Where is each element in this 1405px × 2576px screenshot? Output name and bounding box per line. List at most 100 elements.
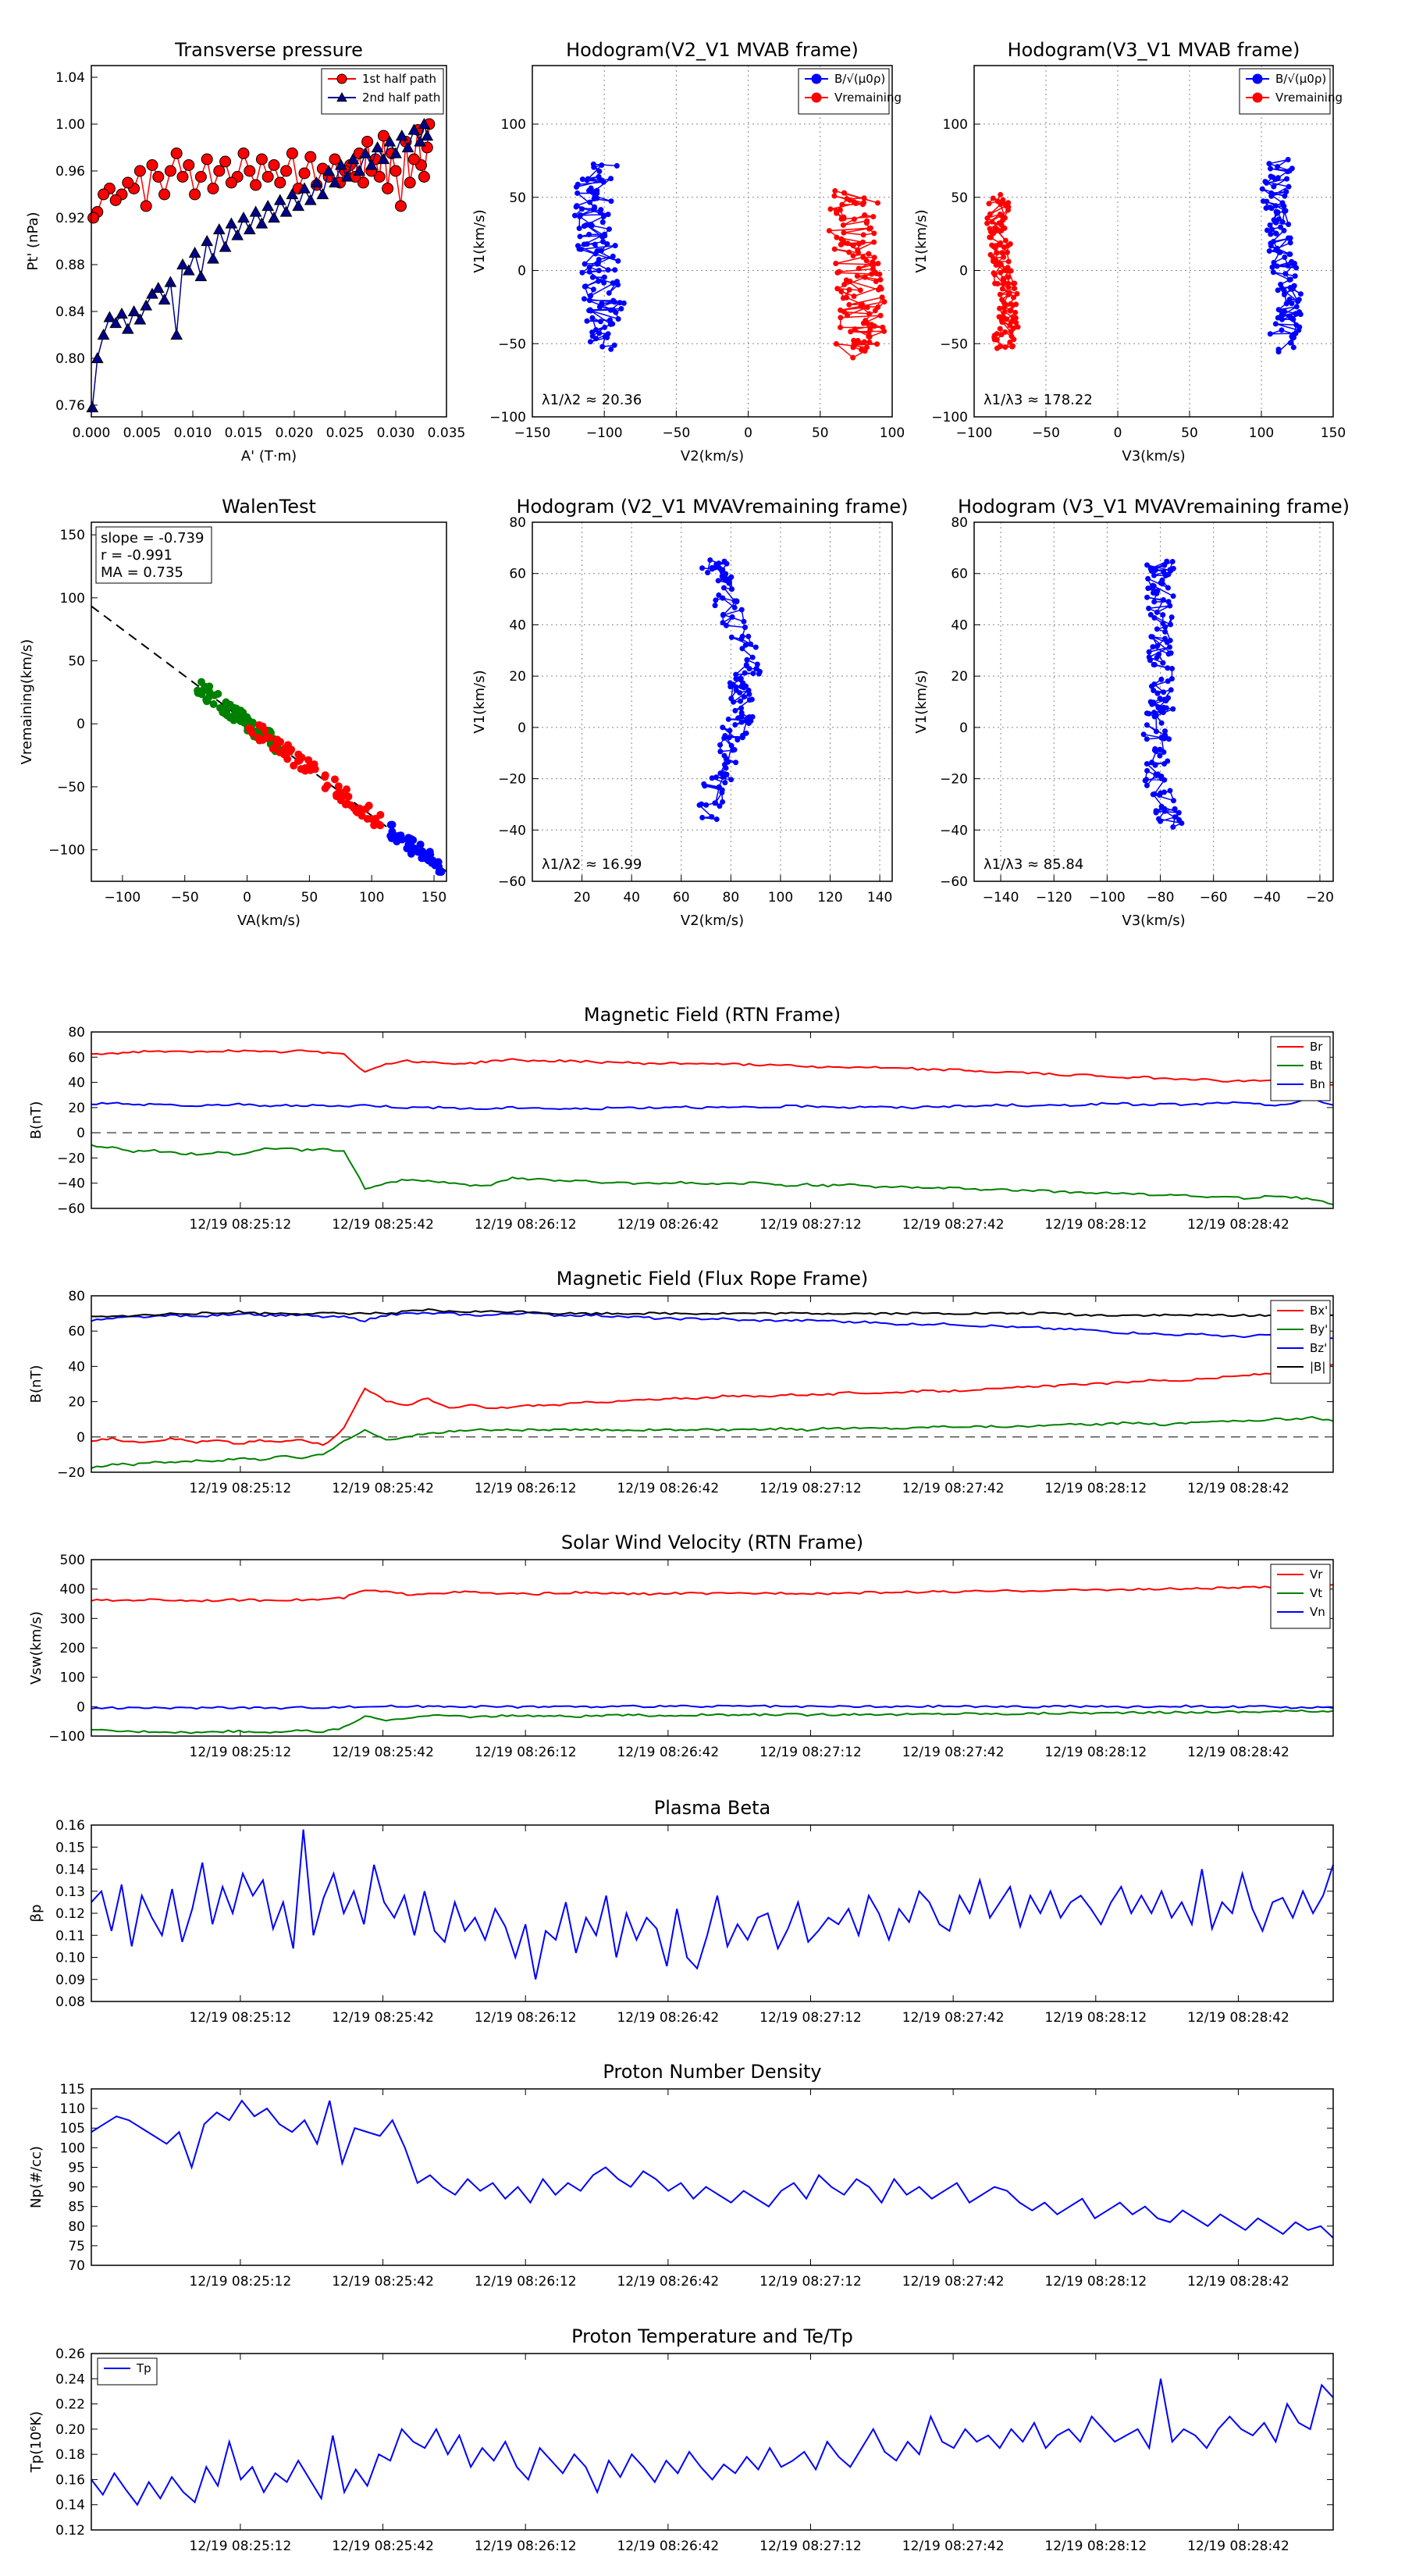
data-point bbox=[1147, 566, 1154, 572]
data-point bbox=[576, 226, 582, 232]
data-point bbox=[854, 273, 860, 279]
y-tick-label: 0.10 bbox=[55, 1951, 85, 1966]
y-tick-label: 0.11 bbox=[55, 1928, 85, 1944]
legend-box bbox=[97, 2357, 158, 2386]
data-point bbox=[1286, 221, 1292, 227]
data-point bbox=[373, 171, 386, 183]
y-tick-label: 105 bbox=[60, 2121, 85, 2137]
data-point bbox=[1161, 562, 1168, 568]
data-point bbox=[1010, 343, 1016, 349]
data-point bbox=[742, 670, 748, 676]
data-point bbox=[1161, 696, 1167, 703]
plot-frame bbox=[91, 1824, 1334, 2002]
legend-label: Vremaining bbox=[1275, 91, 1343, 105]
y-tick-label: 0 bbox=[76, 1430, 85, 1446]
chart-title: Hodogram(V2_V1 MVAB frame) bbox=[566, 39, 859, 61]
data-point bbox=[231, 229, 244, 240]
data-point bbox=[109, 316, 123, 329]
data-point bbox=[1287, 340, 1293, 346]
data-point bbox=[1275, 349, 1282, 355]
data-point bbox=[611, 342, 617, 348]
x-tick-label: 12/19 08:27:12 bbox=[759, 2274, 862, 2290]
y-tick-label: 110 bbox=[60, 2101, 85, 2117]
data-point bbox=[859, 347, 865, 353]
data-point bbox=[1005, 280, 1012, 286]
data-point bbox=[176, 171, 189, 183]
x-tick-label: 0.025 bbox=[326, 425, 365, 441]
data-point bbox=[836, 269, 842, 275]
data-point bbox=[201, 234, 214, 247]
y-tick-label: 20 bbox=[68, 1101, 85, 1116]
legend-label: Vr bbox=[1310, 1567, 1323, 1582]
data-point bbox=[151, 281, 165, 294]
data-point bbox=[702, 783, 708, 789]
x-tick-label: −80 bbox=[1147, 890, 1175, 906]
data-point bbox=[994, 260, 1000, 266]
data-point bbox=[170, 328, 183, 340]
data-point bbox=[219, 155, 232, 168]
data-point bbox=[1283, 189, 1289, 195]
data-point bbox=[1014, 290, 1020, 297]
ratio-annotation: λ1/λ3 ≈ 178.22 bbox=[984, 392, 1093, 408]
data-point bbox=[304, 194, 317, 205]
data-point bbox=[716, 785, 722, 791]
ratio-annotation: λ1/λ3 ≈ 85.84 bbox=[984, 856, 1083, 873]
data-point bbox=[703, 802, 710, 808]
data-point bbox=[1160, 596, 1166, 603]
data-point bbox=[1165, 665, 1171, 671]
data-point bbox=[984, 215, 991, 221]
data-point bbox=[387, 834, 396, 842]
y-tick-label: −20 bbox=[57, 1465, 85, 1481]
data-point bbox=[614, 162, 620, 169]
y-axis-label: V1(km/s) bbox=[913, 670, 930, 733]
y-tick-label: 0.16 bbox=[55, 2472, 85, 2488]
x-tick-label: −60 bbox=[1200, 890, 1228, 906]
data-point bbox=[1001, 308, 1008, 315]
plot-frame bbox=[532, 521, 893, 882]
data-point bbox=[579, 206, 585, 212]
y-tick-label: 0.12 bbox=[55, 2523, 85, 2539]
data-point bbox=[286, 187, 299, 200]
data-point bbox=[310, 176, 323, 188]
data-point bbox=[844, 312, 850, 318]
legend-box bbox=[1270, 1300, 1331, 1384]
panel-8: −100 0 100 200 300 400 500 12/19 08:25:12 12/19 … bbox=[28, 1532, 1334, 1760]
data-point bbox=[860, 254, 866, 261]
data-point bbox=[164, 276, 177, 287]
data-point bbox=[1150, 644, 1156, 650]
y-tick-label: 40 bbox=[509, 617, 526, 633]
series-line bbox=[91, 1416, 1334, 1469]
y-tick-label: 75 bbox=[68, 2239, 85, 2254]
data-point bbox=[109, 194, 122, 206]
y-tick-label: 0.20 bbox=[55, 2422, 85, 2438]
data-point bbox=[1292, 273, 1298, 279]
data-point bbox=[987, 226, 993, 232]
data-point bbox=[618, 305, 624, 311]
data-point bbox=[255, 217, 269, 229]
data-point bbox=[720, 799, 726, 805]
data-point bbox=[838, 315, 844, 321]
data-point bbox=[316, 187, 329, 200]
x-tick-label: 140 bbox=[867, 890, 892, 906]
data-point bbox=[841, 215, 847, 222]
x-tick-label: 80 bbox=[723, 890, 740, 906]
x-axis-label: V3(km/s) bbox=[1122, 448, 1185, 464]
data-point bbox=[728, 574, 735, 580]
data-point bbox=[811, 92, 822, 103]
panel-1: −150 −100 −50 0 50 100−100−50050100Hodogram(V… bbox=[471, 39, 905, 464]
data-point bbox=[1154, 642, 1161, 649]
data-point bbox=[1293, 304, 1300, 310]
y-tick-label: −60 bbox=[57, 1201, 85, 1217]
y-tick-label: −50 bbox=[940, 336, 968, 352]
data-point bbox=[1146, 605, 1152, 611]
x-tick-label: 50 bbox=[301, 890, 318, 906]
data-point bbox=[1161, 704, 1167, 710]
data-point bbox=[140, 299, 153, 311]
data-point bbox=[388, 820, 397, 829]
data-point bbox=[732, 707, 738, 713]
y-tick-label: −40 bbox=[57, 1176, 85, 1192]
data-point bbox=[600, 239, 606, 245]
data-point bbox=[1278, 281, 1284, 287]
data-point bbox=[268, 211, 280, 223]
